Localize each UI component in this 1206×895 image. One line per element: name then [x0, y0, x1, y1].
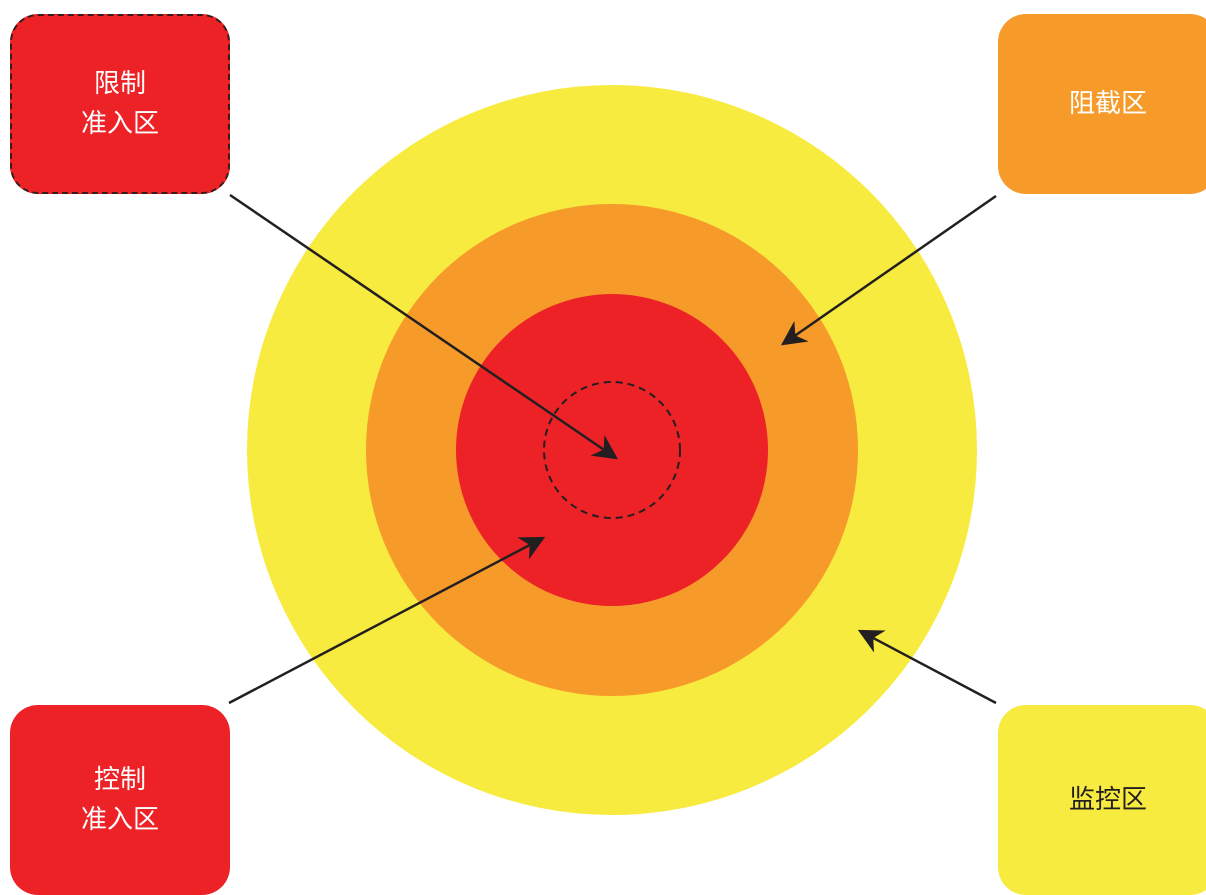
controlled-zone-label-line2: 准入区	[80, 805, 159, 835]
restricted-zone-label-line1: 限制	[93, 69, 146, 99]
controlled-zone-box: 控制 准入区	[10, 705, 230, 895]
controlled-zone-label-line1: 控制	[93, 765, 146, 795]
restricted-zone-box: 限制 准入区	[10, 14, 230, 194]
intercept-zone-box: 阻截区	[998, 14, 1206, 194]
monitor-zone-box: 监控区	[998, 705, 1206, 895]
restricted-boundary	[543, 381, 681, 519]
intercept-zone-label: 阻截区	[1068, 89, 1147, 119]
arrow-intercept	[780, 194, 997, 346]
arrow-controlled	[228, 536, 546, 705]
arrow-restricted	[229, 193, 619, 460]
arrow-monitor	[857, 629, 997, 705]
monitor-zone-label: 监控区	[1068, 785, 1147, 815]
restricted-zone-label-line2: 准入区	[80, 109, 159, 139]
